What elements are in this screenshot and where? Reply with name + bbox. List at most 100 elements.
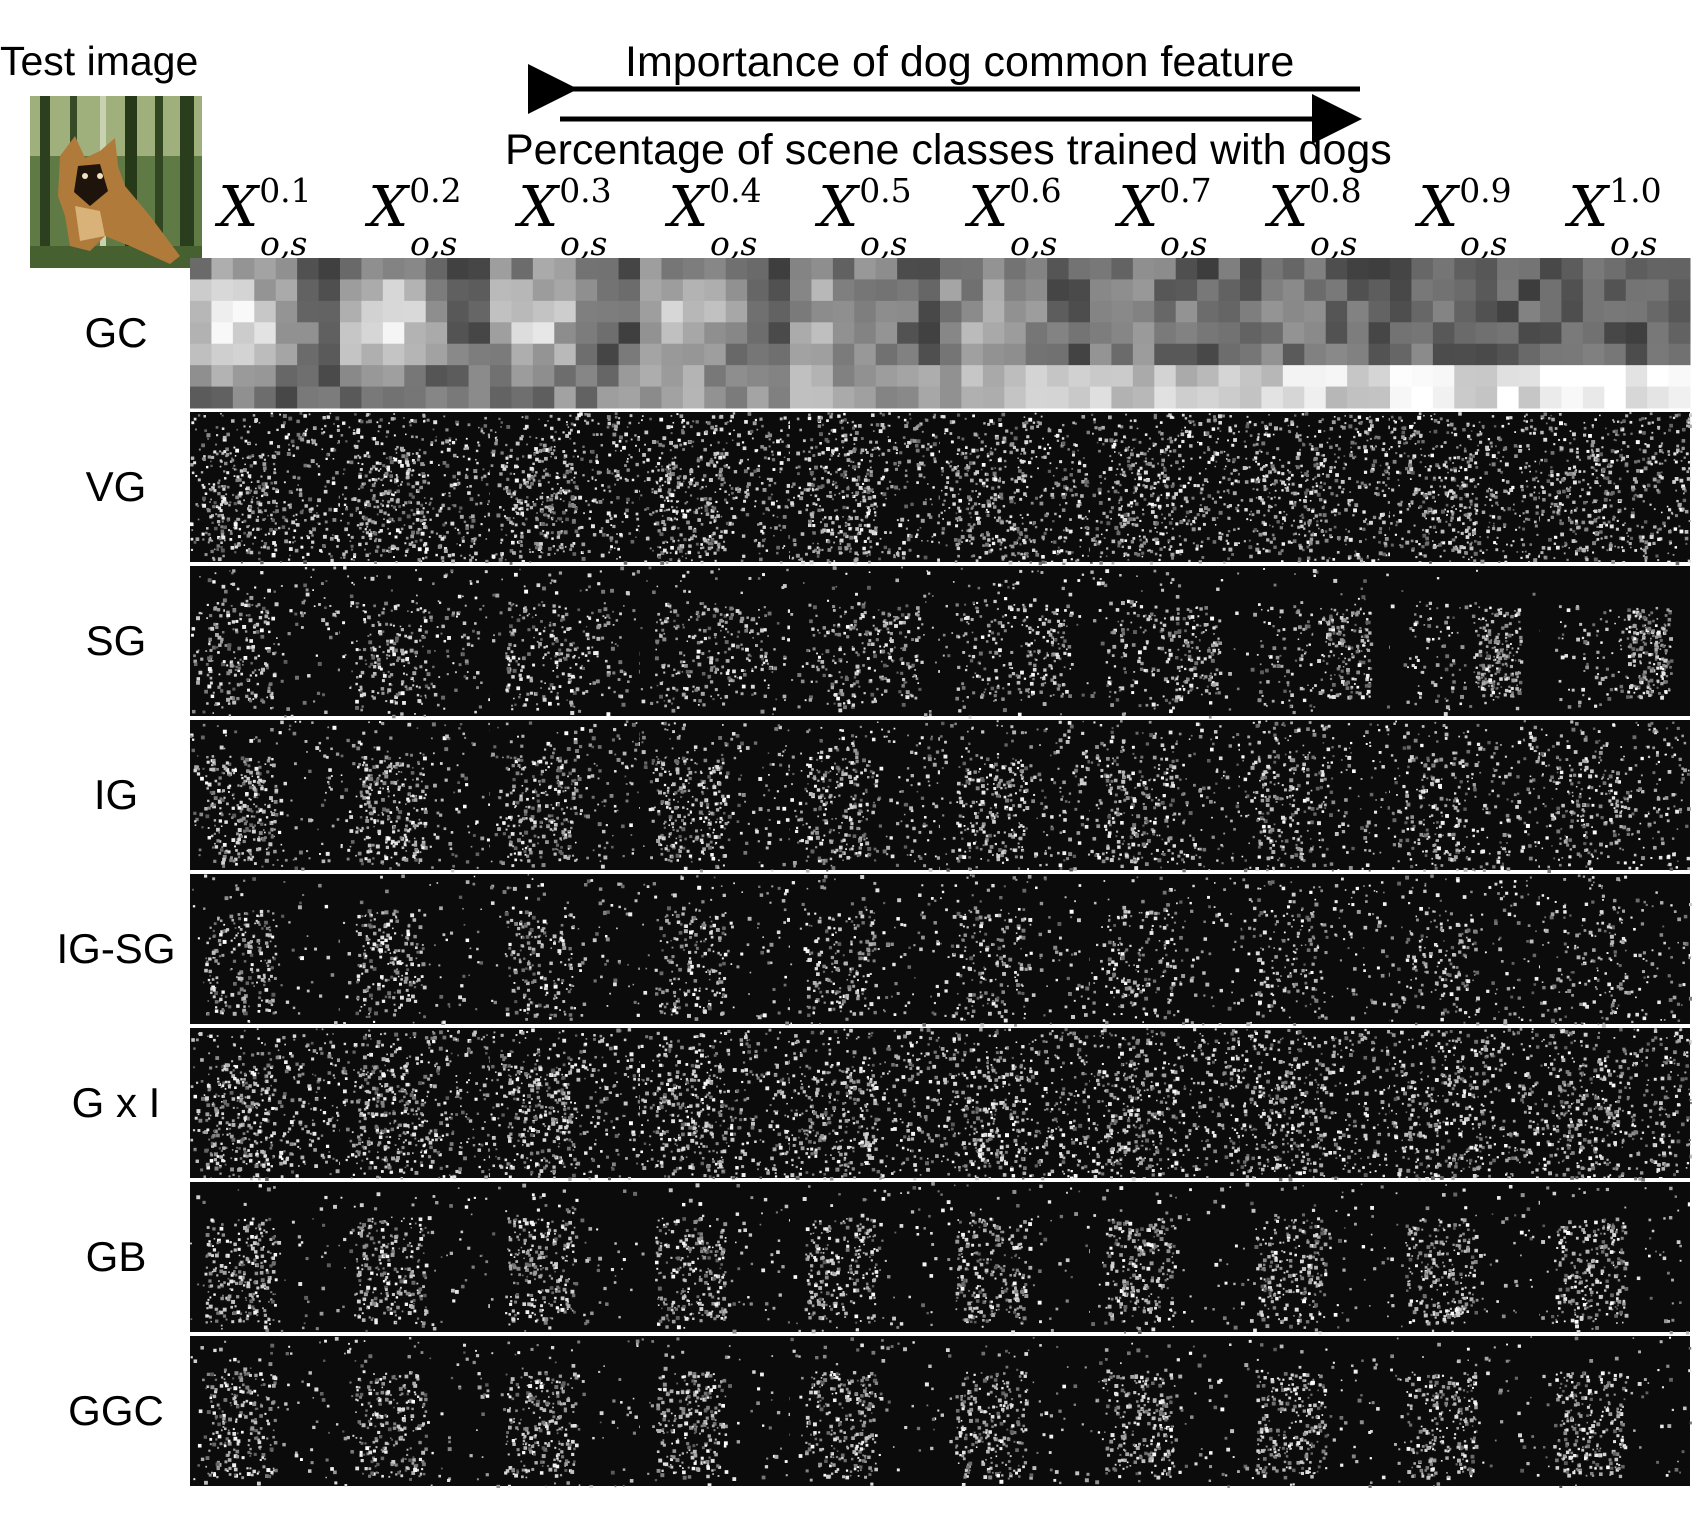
saliency-map-gb-0.2 <box>340 1182 493 1333</box>
saliency-map-ig-0.2 <box>340 720 494 873</box>
column-label-base: X <box>818 175 858 240</box>
saliency-map-gxi-0.7 <box>1090 1028 1244 1182</box>
column-label-0.2: X0.2 o,s <box>340 171 490 263</box>
saliency-map-gxi-0.9 <box>1390 1028 1541 1181</box>
row-label-sg: SG <box>0 616 232 666</box>
column-label-0.6: X0.6 o,s <box>940 171 1090 263</box>
saliency-map-gc-0.1 <box>190 258 341 409</box>
column-label-subscript: o,s <box>1310 224 1357 263</box>
column-label-superscript: 0.7 <box>1159 171 1211 210</box>
test-image-thumbnail <box>30 96 202 268</box>
saliency-map-sg-0.5 <box>790 566 941 717</box>
column-label-base: X <box>1268 175 1308 240</box>
saliency-map-ig-sg-0.1 <box>190 874 342 1025</box>
column-label-1.0: X1.0 o,s <box>1540 171 1690 263</box>
saliency-map-gc-0.9 <box>1390 258 1541 409</box>
saliency-map-gxi-0.1 <box>190 1028 343 1182</box>
saliency-map-vg-1.0 <box>1540 412 1692 566</box>
saliency-map-vg-0.2 <box>340 412 493 564</box>
saliency-map-ig-sg-1.0 <box>1540 874 1692 1028</box>
column-label-superscript: 0.1 <box>259 171 311 210</box>
column-label-0.3: X0.3 o,s <box>490 171 640 263</box>
saliency-map-ig-0.5 <box>790 720 944 873</box>
arrow-right-label: Percentage of scene classes trained with… <box>505 124 1392 176</box>
row-label-ig: IG <box>0 770 232 820</box>
saliency-map-gc-0.3 <box>490 258 641 409</box>
column-label-base: X <box>1568 175 1608 240</box>
saliency-map-ig-0.1 <box>190 720 340 871</box>
saliency-map-vg-0.4 <box>640 412 793 565</box>
row-label-gc: GC <box>0 308 232 358</box>
saliency-map-ig-sg-0.8 <box>1240 874 1393 1027</box>
saliency-map-sg-0.2 <box>340 566 494 719</box>
saliency-map-gxi-1.0 <box>1540 1028 1692 1182</box>
arrow-left-label: Importance of dog common feature <box>625 36 1294 88</box>
saliency-map-sg-0.4 <box>640 566 792 716</box>
column-label-subscript: o,s <box>560 224 607 263</box>
column-label-superscript: 0.9 <box>1459 171 1511 210</box>
test-image-title: Test image <box>0 36 230 86</box>
column-label-subscript: o,s <box>1160 224 1207 263</box>
saliency-map-ig-sg-0.7 <box>1090 874 1240 1026</box>
column-label-subscript: o,s <box>1610 224 1657 263</box>
saliency-map-ig-1.0 <box>1540 720 1691 874</box>
saliency-map-gb-0.7 <box>1090 1182 1240 1335</box>
saliency-map-ggc-0.3 <box>490 1336 642 1488</box>
saliency-map-ggc-0.8 <box>1240 1336 1390 1488</box>
saliency-map-ggc-0.4 <box>640 1336 793 1488</box>
saliency-map-vg-0.6 <box>940 412 1094 566</box>
saliency-map-ig-sg-0.9 <box>1390 874 1542 1026</box>
saliency-map-gb-0.3 <box>490 1182 640 1332</box>
saliency-map-gb-1.0 <box>1540 1182 1692 1335</box>
column-label-superscript: 1.0 <box>1609 171 1661 210</box>
row-label-gb: GB <box>0 1232 232 1282</box>
saliency-map-gc-0.4 <box>640 258 791 409</box>
saliency-map-sg-0.7 <box>1090 566 1240 719</box>
saliency-map-ggc-0.5 <box>790 1336 940 1486</box>
saliency-map-gb-0.8 <box>1240 1182 1390 1335</box>
column-label-base: X <box>668 175 708 240</box>
column-label-0.9: X0.9 o,s <box>1390 171 1540 263</box>
column-label-superscript: 0.4 <box>709 171 761 210</box>
saliency-map-gc-0.6 <box>940 258 1091 409</box>
saliency-map-ig-0.8 <box>1240 720 1392 873</box>
column-label-base: X <box>218 175 258 240</box>
column-label-0.5: X0.5 o,s <box>790 171 940 263</box>
saliency-map-sg-0.3 <box>490 566 644 717</box>
saliency-map-ig-0.4 <box>640 720 792 873</box>
saliency-map-vg-0.1 <box>190 412 342 565</box>
saliency-map-gb-0.4 <box>640 1182 792 1334</box>
column-label-0.1: X0.1 o,s <box>190 171 340 263</box>
saliency-map-gxi-0.8 <box>1240 1028 1394 1182</box>
column-label-superscript: 0.8 <box>1309 171 1361 210</box>
saliency-map-ig-sg-0.2 <box>340 874 490 1026</box>
saliency-map-sg-0.8 <box>1240 566 1393 716</box>
saliency-map-ig-sg-0.4 <box>640 874 793 1026</box>
column-label-0.8: X0.8 o,s <box>1240 171 1390 263</box>
saliency-map-gxi-0.5 <box>790 1028 944 1181</box>
column-label-0.4: X0.4 o,s <box>640 171 790 263</box>
saliency-map-gxi-0.4 <box>640 1028 793 1180</box>
saliency-map-gb-0.5 <box>790 1182 940 1334</box>
saliency-map-ggc-0.7 <box>1090 1336 1240 1488</box>
saliency-map-gb-0.9 <box>1390 1182 1543 1333</box>
row-label-gxi: G x I <box>0 1078 232 1128</box>
saliency-map-gb-0.6 <box>940 1182 1094 1335</box>
saliency-map-vg-0.8 <box>1240 412 1393 564</box>
saliency-map-ggc-0.1 <box>190 1336 340 1486</box>
saliency-map-ggc-0.2 <box>340 1336 490 1487</box>
arrows-graphic <box>528 64 1362 144</box>
saliency-map-ig-0.7 <box>1090 720 1241 873</box>
column-label-superscript: 0.3 <box>559 171 611 210</box>
saliency-map-ig-sg-0.6 <box>940 874 1093 1028</box>
column-label-base: X <box>968 175 1008 240</box>
saliency-map-sg-0.9 <box>1390 566 1542 716</box>
column-label-base: X <box>518 175 558 240</box>
column-label-subscript: o,s <box>860 224 907 263</box>
saliency-map-gc-0.2 <box>340 258 491 409</box>
dog-in-bamboo-forest-image <box>30 96 202 268</box>
row-label-ggc: GGC <box>0 1386 232 1436</box>
saliency-map-sg-0.6 <box>940 566 1090 720</box>
column-label-subscript: o,s <box>710 224 757 263</box>
saliency-map-vg-0.9 <box>1390 412 1543 565</box>
